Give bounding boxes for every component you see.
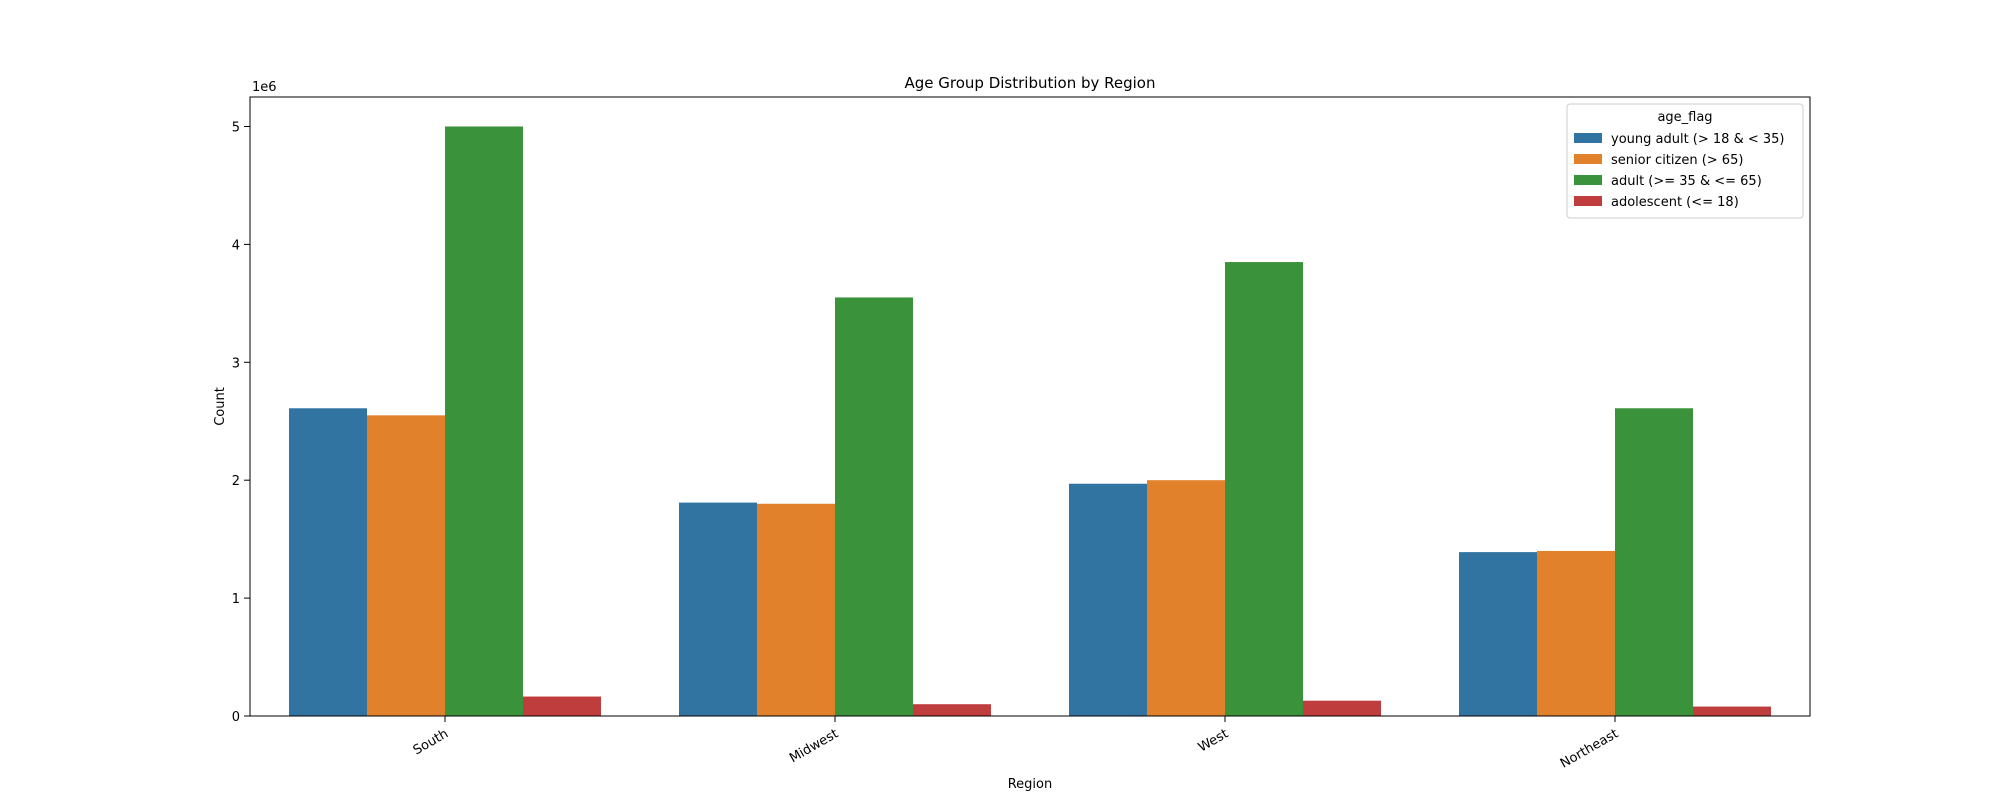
bar-south-series-1 bbox=[367, 415, 445, 716]
bar-west-series-1 bbox=[1147, 480, 1225, 716]
legend-label: adolescent (<= 18) bbox=[1611, 195, 1739, 210]
bar-midwest-series-2 bbox=[835, 297, 913, 716]
bar-northeast-series-2 bbox=[1615, 408, 1693, 716]
legend-title: age_flag bbox=[1657, 110, 1712, 125]
bar-northeast-series-3 bbox=[1693, 706, 1771, 716]
bar-south-series-0 bbox=[289, 408, 367, 716]
legend-swatch bbox=[1574, 175, 1602, 185]
bar-south-series-3 bbox=[523, 696, 601, 716]
legend-label: senior citizen (> 65) bbox=[1611, 153, 1743, 168]
bar-west-series-2 bbox=[1225, 262, 1303, 716]
x-ticks-group: South Midwest West Northeast bbox=[411, 716, 1621, 772]
y-tick-label: 4 bbox=[232, 238, 240, 253]
y-ticks-group: 0 1 2 3 4 5 bbox=[232, 120, 250, 725]
x-tick-label-northeast: Northeast bbox=[1558, 726, 1621, 771]
bar-northeast-series-1 bbox=[1537, 550, 1615, 716]
bar-midwest-series-0 bbox=[679, 502, 757, 716]
x-tick-label-south: South bbox=[411, 726, 451, 758]
bar-west-series-0 bbox=[1069, 483, 1147, 716]
y-axis-offset-text: 1e6 bbox=[252, 80, 277, 95]
legend-label: adult (>= 35 & <= 65) bbox=[1611, 174, 1762, 189]
y-tick-label: 3 bbox=[232, 356, 240, 371]
legend-items: young adult (> 18 & < 35) senior citizen … bbox=[1574, 132, 1785, 210]
legend: age_flag young adult (> 18 & < 35) senior… bbox=[1566, 103, 1804, 219]
y-axis-label: Count bbox=[213, 387, 228, 426]
x-tick-label-west: West bbox=[1196, 726, 1231, 755]
y-tick-label: 0 bbox=[232, 710, 240, 725]
legend-swatch bbox=[1574, 133, 1602, 143]
chart-title: Age Group Distribution by Region bbox=[904, 74, 1155, 92]
bar-midwest-series-3 bbox=[913, 704, 991, 716]
y-tick-label: 5 bbox=[232, 120, 240, 135]
legend-label: young adult (> 18 & < 35) bbox=[1611, 132, 1785, 147]
bar-midwest-series-1 bbox=[757, 503, 835, 716]
bar-west-series-3 bbox=[1303, 700, 1381, 716]
x-tick-label-midwest: Midwest bbox=[787, 726, 841, 766]
bars-group bbox=[289, 126, 1771, 716]
plot-frame bbox=[249, 96, 1811, 717]
bar-south-series-2 bbox=[445, 126, 523, 716]
legend-swatch bbox=[1574, 154, 1602, 164]
legend-swatch bbox=[1574, 196, 1602, 206]
x-axis-label: Region bbox=[1008, 777, 1053, 792]
y-tick-label: 1 bbox=[232, 592, 240, 607]
y-tick-label: 2 bbox=[232, 474, 240, 489]
bar-northeast-series-0 bbox=[1459, 552, 1537, 716]
legend-box bbox=[1566, 103, 1804, 219]
